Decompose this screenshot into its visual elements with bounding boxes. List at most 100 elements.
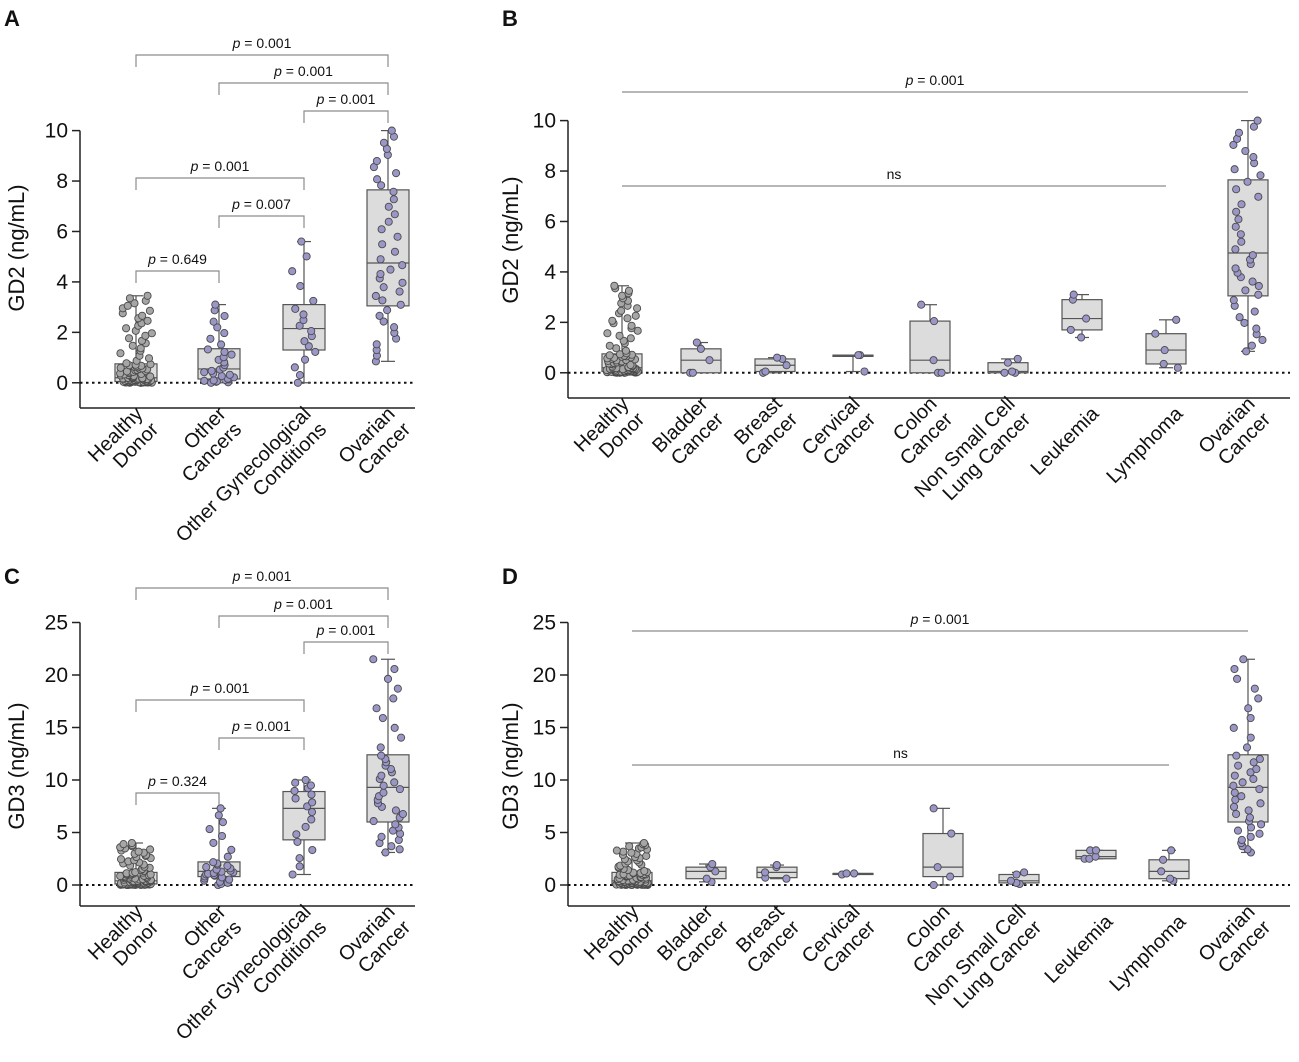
data-point — [308, 798, 317, 807]
data-point — [146, 372, 155, 381]
data-point — [217, 831, 227, 841]
data-point — [1249, 122, 1258, 131]
p-symbol: p — [232, 35, 245, 51]
p-value: = 0.001 — [328, 622, 375, 638]
data-point — [398, 278, 407, 287]
data-point — [1240, 318, 1249, 327]
p-value: ns — [887, 166, 902, 182]
p-value: = 0.649 — [160, 251, 207, 267]
box-5 — [998, 868, 1040, 889]
data-point — [1244, 806, 1253, 815]
data-point — [395, 287, 404, 296]
p-value-label: ns — [887, 166, 902, 182]
data-point — [1231, 264, 1240, 273]
data-point — [1003, 358, 1012, 367]
y-tick-label: 0 — [56, 372, 68, 395]
x-category-label: BreastCancer — [727, 901, 804, 978]
y-axis-label: GD3 (ng/mL) — [498, 702, 523, 829]
box-1 — [197, 300, 241, 387]
data-point — [387, 126, 396, 135]
data-point — [123, 301, 132, 310]
data-point — [379, 317, 388, 326]
bracket-line — [218, 737, 305, 750]
data-point — [930, 317, 939, 326]
comparison-bracket: p = 0.001 — [218, 596, 389, 628]
data-point — [393, 232, 402, 241]
p-symbol: p — [905, 72, 918, 88]
data-point — [209, 376, 218, 385]
data-point — [1230, 771, 1239, 780]
data-point — [389, 694, 398, 703]
y-tick-label: 15 — [45, 717, 68, 740]
y-tick-label: 15 — [533, 717, 556, 740]
data-point — [1234, 761, 1243, 770]
data-point — [225, 875, 234, 884]
p-value-label: p = 0.001 — [232, 568, 292, 584]
data-point — [214, 811, 223, 820]
data-point — [1013, 354, 1022, 363]
data-point — [295, 862, 304, 871]
x-category-label: HealthyDonor — [570, 393, 649, 472]
data-point — [372, 704, 381, 713]
box-3 — [366, 126, 410, 366]
data-point — [299, 310, 308, 319]
y-tick-label: 20 — [45, 664, 68, 687]
x-category-label: OvarianCancer — [334, 403, 415, 484]
data-point — [116, 363, 125, 372]
data-point — [1248, 277, 1257, 286]
data-point — [295, 371, 304, 380]
data-point — [625, 842, 634, 851]
p-symbol: p — [231, 196, 244, 212]
y-tick-label: 2 — [56, 321, 68, 344]
data-point — [1229, 140, 1238, 149]
data-point — [383, 674, 393, 683]
data-point — [136, 344, 145, 353]
p-value-label: p = 0.001 — [910, 611, 970, 627]
data-point — [933, 863, 942, 872]
data-point — [227, 845, 236, 854]
data-point — [1237, 237, 1246, 246]
p-value: = 0.324 — [160, 773, 207, 789]
data-point — [376, 743, 385, 752]
data-point — [1241, 146, 1250, 156]
data-point — [130, 299, 139, 308]
bracket-line — [135, 699, 305, 712]
data-point — [1241, 286, 1250, 295]
data-point — [1167, 846, 1176, 855]
data-point — [1069, 290, 1078, 299]
data-point — [1091, 846, 1101, 855]
box-2 — [756, 861, 798, 883]
y-tick-label: 4 — [56, 271, 68, 294]
x-category-label: CervicalCancer — [798, 901, 880, 983]
p-value: = 0.001 — [286, 596, 333, 612]
data-point — [1159, 855, 1168, 864]
bracket-line — [303, 110, 389, 123]
box-0 — [114, 291, 158, 387]
data-point — [1249, 774, 1258, 784]
data-point — [301, 822, 310, 831]
p-value: = 0.001 — [917, 72, 964, 88]
data-point — [1229, 802, 1239, 811]
data-point — [307, 815, 316, 824]
data-point — [377, 181, 386, 190]
p-symbol: p — [316, 91, 329, 107]
box-6 — [1075, 846, 1117, 863]
box-iqr — [909, 320, 951, 374]
p-symbol: p — [232, 568, 245, 584]
data-point — [378, 714, 387, 723]
data-point — [1233, 826, 1243, 835]
box-1 — [680, 338, 722, 377]
data-point — [297, 237, 306, 246]
data-point — [1229, 781, 1238, 790]
y-tick-label: 8 — [56, 170, 68, 193]
data-point — [608, 316, 617, 325]
x-category-label-line: Lymphoma — [1105, 910, 1191, 996]
data-point — [143, 291, 152, 300]
comparison-bracket: p = 0.001 — [622, 72, 1248, 93]
box-7 — [1148, 846, 1190, 885]
data-point — [125, 294, 134, 303]
data-point — [1020, 868, 1029, 877]
data-point — [395, 845, 404, 854]
data-point — [306, 781, 315, 790]
data-point — [946, 872, 955, 881]
